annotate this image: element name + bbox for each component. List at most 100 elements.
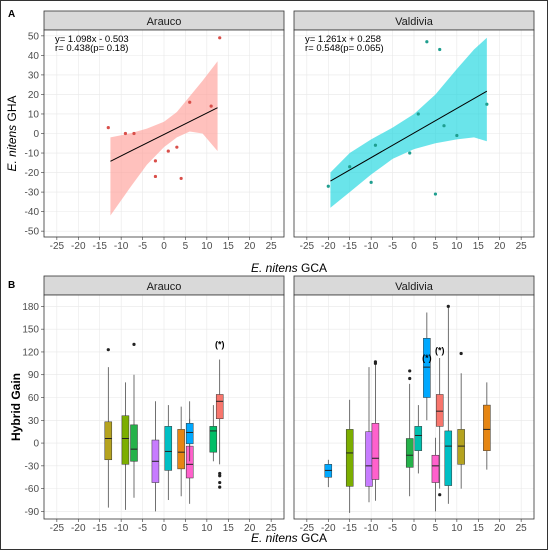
panel-a-arauco-point xyxy=(123,131,128,136)
panel-a-arauco-xtick-label: 0 xyxy=(161,241,167,252)
panel-b-ytick-label: 120 xyxy=(22,347,39,358)
panel-a-valdivia-xtick-label: 20 xyxy=(494,241,506,252)
panel-a-arauco-confidence-band xyxy=(110,61,218,216)
panel-a-x-axis-title: E. nitens GCA xyxy=(251,261,327,275)
panel-a-valdivia-xtick-label: 5 xyxy=(433,241,439,252)
panel-label-a: A xyxy=(8,9,15,20)
panel-a-arauco-point xyxy=(153,159,158,163)
panel-a-valdivia-point xyxy=(408,151,412,155)
panel-b-arauco-box xyxy=(104,421,113,461)
panel-b-valdivia-significance-marker: (*) xyxy=(435,345,445,355)
panel-a-valdivia-point xyxy=(326,184,330,188)
panel-a-ytick-label: -20 xyxy=(25,168,40,179)
panel-b-valdivia-box xyxy=(431,454,440,483)
panel-a-arauco-point xyxy=(153,174,158,179)
panel-b-valdivia-outlier xyxy=(373,360,378,364)
panel-a-valdivia-regression-line xyxy=(330,90,488,182)
panel-b-valdivia-xtick-label: -20 xyxy=(321,523,336,534)
panel-a-y-axis-title-rest: GHA xyxy=(5,95,19,124)
panel-b-arauco-outlier xyxy=(218,471,222,476)
panel-a-valdivia-xtick-label: 0 xyxy=(411,241,417,252)
panel-a-arauco-xtick-label: 10 xyxy=(201,241,213,252)
panel-a-valdivia-point xyxy=(369,180,373,184)
panel-b-arauco-xtick-label: 10 xyxy=(201,523,213,534)
panel-a-arauco-point xyxy=(218,36,222,40)
panel-a-arauco-xtick-label: 25 xyxy=(266,241,278,252)
panel-a-arauco-xtick-label: 20 xyxy=(244,241,256,252)
panel-b-valdivia-outlier xyxy=(446,304,450,308)
panel-a-valdivia-equation: y= 1.261x + 0.258 xyxy=(305,34,381,45)
panel-b-y-axis-title: Hybrid Gain xyxy=(9,373,23,441)
panel-a-y-axis-title: E. nitens GHA xyxy=(5,95,19,171)
panel-b-arauco-significance-marker: (*) xyxy=(215,339,225,349)
panel-a-valdivia-correlation: r= 0.548(p= 0.065) xyxy=(305,43,384,54)
panel-a-ytick-label: -40 xyxy=(25,207,40,218)
panel-a-valdivia-xtick-label: 15 xyxy=(473,241,485,252)
panel-b-valdivia-xtick-label: 25 xyxy=(516,523,528,534)
panel-a-arauco-point xyxy=(175,145,179,149)
panel-b-ytick-label: -90 xyxy=(25,507,40,518)
panel-b-valdivia-facet: Valdivia (*)(*) -25 -20 -15 -10 -5 0 5 10 15 20 25 xyxy=(293,275,535,534)
panel-b-valdivia-box xyxy=(444,430,453,486)
panel-b-arauco-box xyxy=(121,415,130,465)
panel-a-valdivia-xtick-label: 25 xyxy=(516,241,528,252)
panel-a-arauco-strip-label: Arauco xyxy=(147,16,182,28)
panel-a-arauco-equation: y= 1.098x - 0.503 xyxy=(55,34,129,45)
panel-b-arauco-xtick-label: 15 xyxy=(223,523,235,534)
panel-b-arauco-box xyxy=(164,426,173,471)
panel-a-ytick-label: -50 xyxy=(25,227,40,238)
panel-b-arauco-xtick-label: -10 xyxy=(114,523,129,534)
panel-a-y-axis-title-italic: E. nitens xyxy=(5,125,19,172)
panel-b-x-axis-title-rest: GCA xyxy=(298,531,327,545)
panel-a-arauco-xtick-label: 5 xyxy=(183,241,189,252)
panel-a-arauco-xtick-label: 15 xyxy=(223,241,235,252)
panel-b-valdivia-strip-label: Valdivia xyxy=(395,281,434,293)
panel-label-b: B xyxy=(8,280,15,291)
panel-a-valdivia-point xyxy=(433,192,438,196)
panel-b-arauco-facet: Arauco (*) -25 -20 -15 -10 -5 0 5 10 15 20 25 -90 -60 -… xyxy=(22,275,285,534)
panel-a-ytick-label: 0 xyxy=(33,129,39,140)
panel-a-valdivia-xtick-label: -5 xyxy=(388,241,397,252)
panel-b-valdivia-xtick-label: 5 xyxy=(433,523,439,534)
panel-b-arauco-box xyxy=(130,424,138,462)
panel-a-valdivia-xtick-label: 10 xyxy=(451,241,463,252)
panel-b-arauco-xtick-label: 5 xyxy=(183,523,189,534)
panel-b-valdivia-xtick-label: 0 xyxy=(411,523,417,534)
panel-a-valdivia-point xyxy=(373,143,378,147)
panel-b-valdivia-box xyxy=(435,394,444,427)
panel-b-valdivia-outlier xyxy=(438,493,442,497)
panel-a-ytick-label: 50 xyxy=(28,31,40,42)
panel-b-arauco-outlier xyxy=(106,348,110,352)
panel-b-arauco-outlier xyxy=(132,342,136,346)
panel-a-ytick-label: -30 xyxy=(25,188,40,199)
panel-b-x-axis-title-italic: E. nitens xyxy=(251,531,298,545)
panel-a-valdivia-point xyxy=(425,40,429,44)
panel-a-arauco-xtick-label: -20 xyxy=(71,241,86,252)
panel-b-valdivia-xtick-label: -25 xyxy=(300,523,315,534)
panel-b-valdivia-significance-marker: (*) xyxy=(422,353,432,363)
panel-b-valdivia-box xyxy=(405,438,414,468)
panel-a-valdivia-point xyxy=(348,165,352,169)
panel-b-arauco-xtick-label: 20 xyxy=(244,523,256,534)
panel-b-valdivia-outlier xyxy=(459,351,463,356)
panel-b-arauco-outlier xyxy=(218,485,222,489)
panel-b-ytick-label: -60 xyxy=(25,484,40,495)
panel-a-arauco-xtick-label: -10 xyxy=(114,241,129,252)
panel-b-arauco-xtick-label: 25 xyxy=(266,523,278,534)
panel-b-valdivia-xtick-label: 20 xyxy=(494,523,506,534)
panel-b-valdivia-xtick-label: -5 xyxy=(388,523,397,534)
panel-b-arauco-xtick-label: -15 xyxy=(92,523,107,534)
panel-a-valdivia-point xyxy=(438,47,442,52)
panel-a-ytick-label: 10 xyxy=(28,109,40,120)
panel-b-valdivia-box xyxy=(457,429,465,465)
panel-b-x-axis-title: E. nitens GCA xyxy=(251,531,327,545)
panel-a-arauco-xtick-label: -15 xyxy=(92,241,107,252)
panel-b-valdivia-box xyxy=(414,426,423,451)
panel-b-arauco-xtick-label: -20 xyxy=(71,523,86,534)
panel-a-ytick-label: -10 xyxy=(25,149,40,160)
panel-a-valdivia-xtick-label: -20 xyxy=(321,241,336,252)
panel-b-arauco-strip-label: Arauco xyxy=(147,281,182,293)
